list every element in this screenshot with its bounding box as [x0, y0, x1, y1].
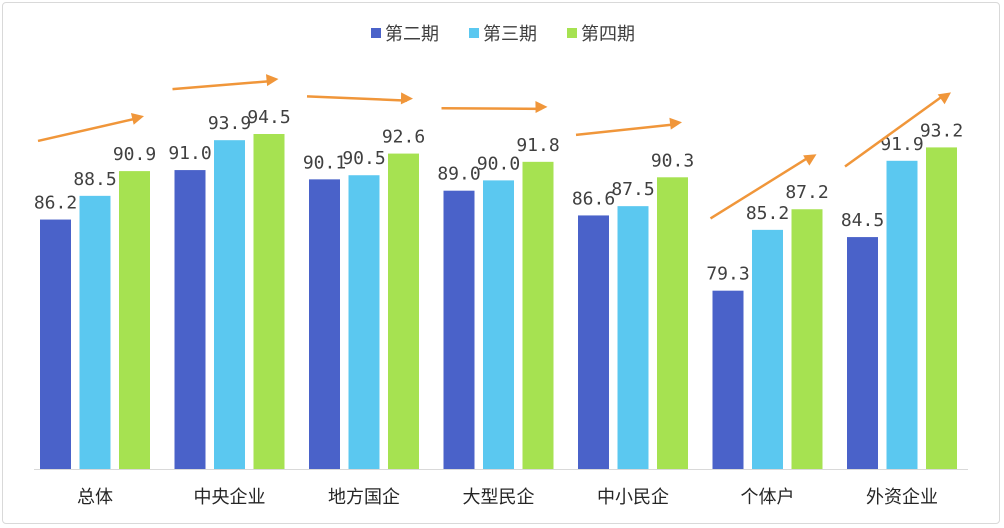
value-label-7-1: 84.5: [841, 210, 884, 231]
category-label-5: 中小民企: [597, 487, 669, 508]
trend-arrow-3: [306, 95, 408, 102]
bar-3-2: [348, 175, 380, 469]
category-label-3: 地方国企: [328, 487, 400, 508]
trend-arrow-head-2: [265, 74, 279, 87]
bar-6-2: [752, 229, 783, 469]
value-label-3-1: 90.1: [303, 152, 346, 173]
value-label-2-3: 94.5: [247, 107, 290, 128]
legend: 第二期 第三期 第四期: [371, 24, 635, 45]
category-label-4: 大型民企: [463, 487, 535, 508]
bar-5-2: [617, 206, 649, 469]
trend-arrow-7: [844, 93, 946, 168]
value-label-2-1: 91.0: [168, 143, 211, 164]
value-label-1-1: 86.2: [34, 193, 77, 214]
value-label-6-3: 87.2: [785, 182, 828, 203]
trend-arrow-head-6: [803, 154, 817, 166]
value-label-5-1: 86.6: [572, 188, 615, 209]
trend-arrow-4: [441, 107, 542, 111]
category-labels: 总体 中央企业 地方国企 大型民企 中小民企 个体户 外资企业: [77, 487, 938, 508]
value-label-4-1: 89.0: [437, 164, 480, 185]
bar-2-1: [174, 170, 206, 470]
legend-label-1: 第二期: [385, 24, 439, 45]
value-label-4-2: 90.0: [477, 153, 520, 174]
bar-7-3: [926, 147, 957, 469]
value-label-7-2: 91.9: [880, 134, 923, 155]
bar-2-3: [253, 134, 285, 469]
bar-4-1: [443, 190, 475, 469]
value-label-6-2: 85.2: [746, 203, 789, 224]
trend-arrow-head-5: [669, 117, 682, 130]
value-label-3-3: 92.6: [382, 127, 425, 148]
bar-4-3: [522, 161, 554, 470]
bars: [40, 134, 957, 470]
value-label-5-2: 87.5: [611, 179, 654, 200]
trend-arrow-head-3: [400, 92, 413, 105]
bar-7-1: [847, 237, 878, 469]
legend-label-3: 第四期: [581, 24, 635, 45]
trend-arrow-2: [172, 79, 273, 91]
value-label-4-3: 91.8: [516, 135, 559, 156]
legend-swatch-3: [567, 28, 577, 38]
trend-arrow-head-7: [937, 92, 951, 105]
bar-1-3: [119, 171, 150, 469]
bar-1-1: [40, 219, 71, 469]
legend-label-2: 第三期: [483, 24, 537, 45]
trend-arrow-head-1: [130, 113, 144, 125]
trend-arrow-1: [37, 116, 139, 143]
bar-6-3: [791, 209, 823, 469]
legend-swatch-2: [469, 28, 479, 38]
trend-arrow-6: [709, 155, 812, 220]
value-label-1-2: 88.5: [73, 169, 116, 190]
trend-arrow-5: [575, 123, 677, 137]
bar-1-2: [79, 195, 111, 469]
legend-swatch-1: [371, 28, 381, 38]
trend-arrows: [37, 74, 951, 220]
value-label-3-2: 90.5: [342, 148, 385, 169]
bar-2-2: [214, 140, 245, 469]
value-label-6-1: 79.3: [706, 264, 749, 285]
value-label-7-3: 93.2: [920, 120, 963, 141]
bar-3-1: [309, 179, 340, 469]
category-label-6: 个体户: [741, 487, 795, 508]
bar-5-1: [578, 215, 609, 469]
bar-4-2: [483, 180, 514, 469]
value-label-5-3: 90.3: [651, 150, 694, 171]
bar-5-3: [657, 177, 688, 470]
value-label-1-3: 90.9: [113, 144, 156, 165]
value-label-2-2: 93.9: [208, 113, 251, 134]
bar-6-1: [712, 290, 744, 469]
trend-arrow-head-4: [535, 100, 548, 113]
category-label-1: 总体: [77, 487, 113, 508]
bar-3-3: [388, 153, 419, 470]
category-label-7: 外资企业: [866, 487, 938, 508]
bar-7-2: [886, 160, 918, 470]
category-label-2: 中央企业: [194, 487, 266, 508]
value-labels: 86.2 88.5 90.9 91.0 93.994.5 90.190.592.6 89.0…: [34, 107, 963, 285]
